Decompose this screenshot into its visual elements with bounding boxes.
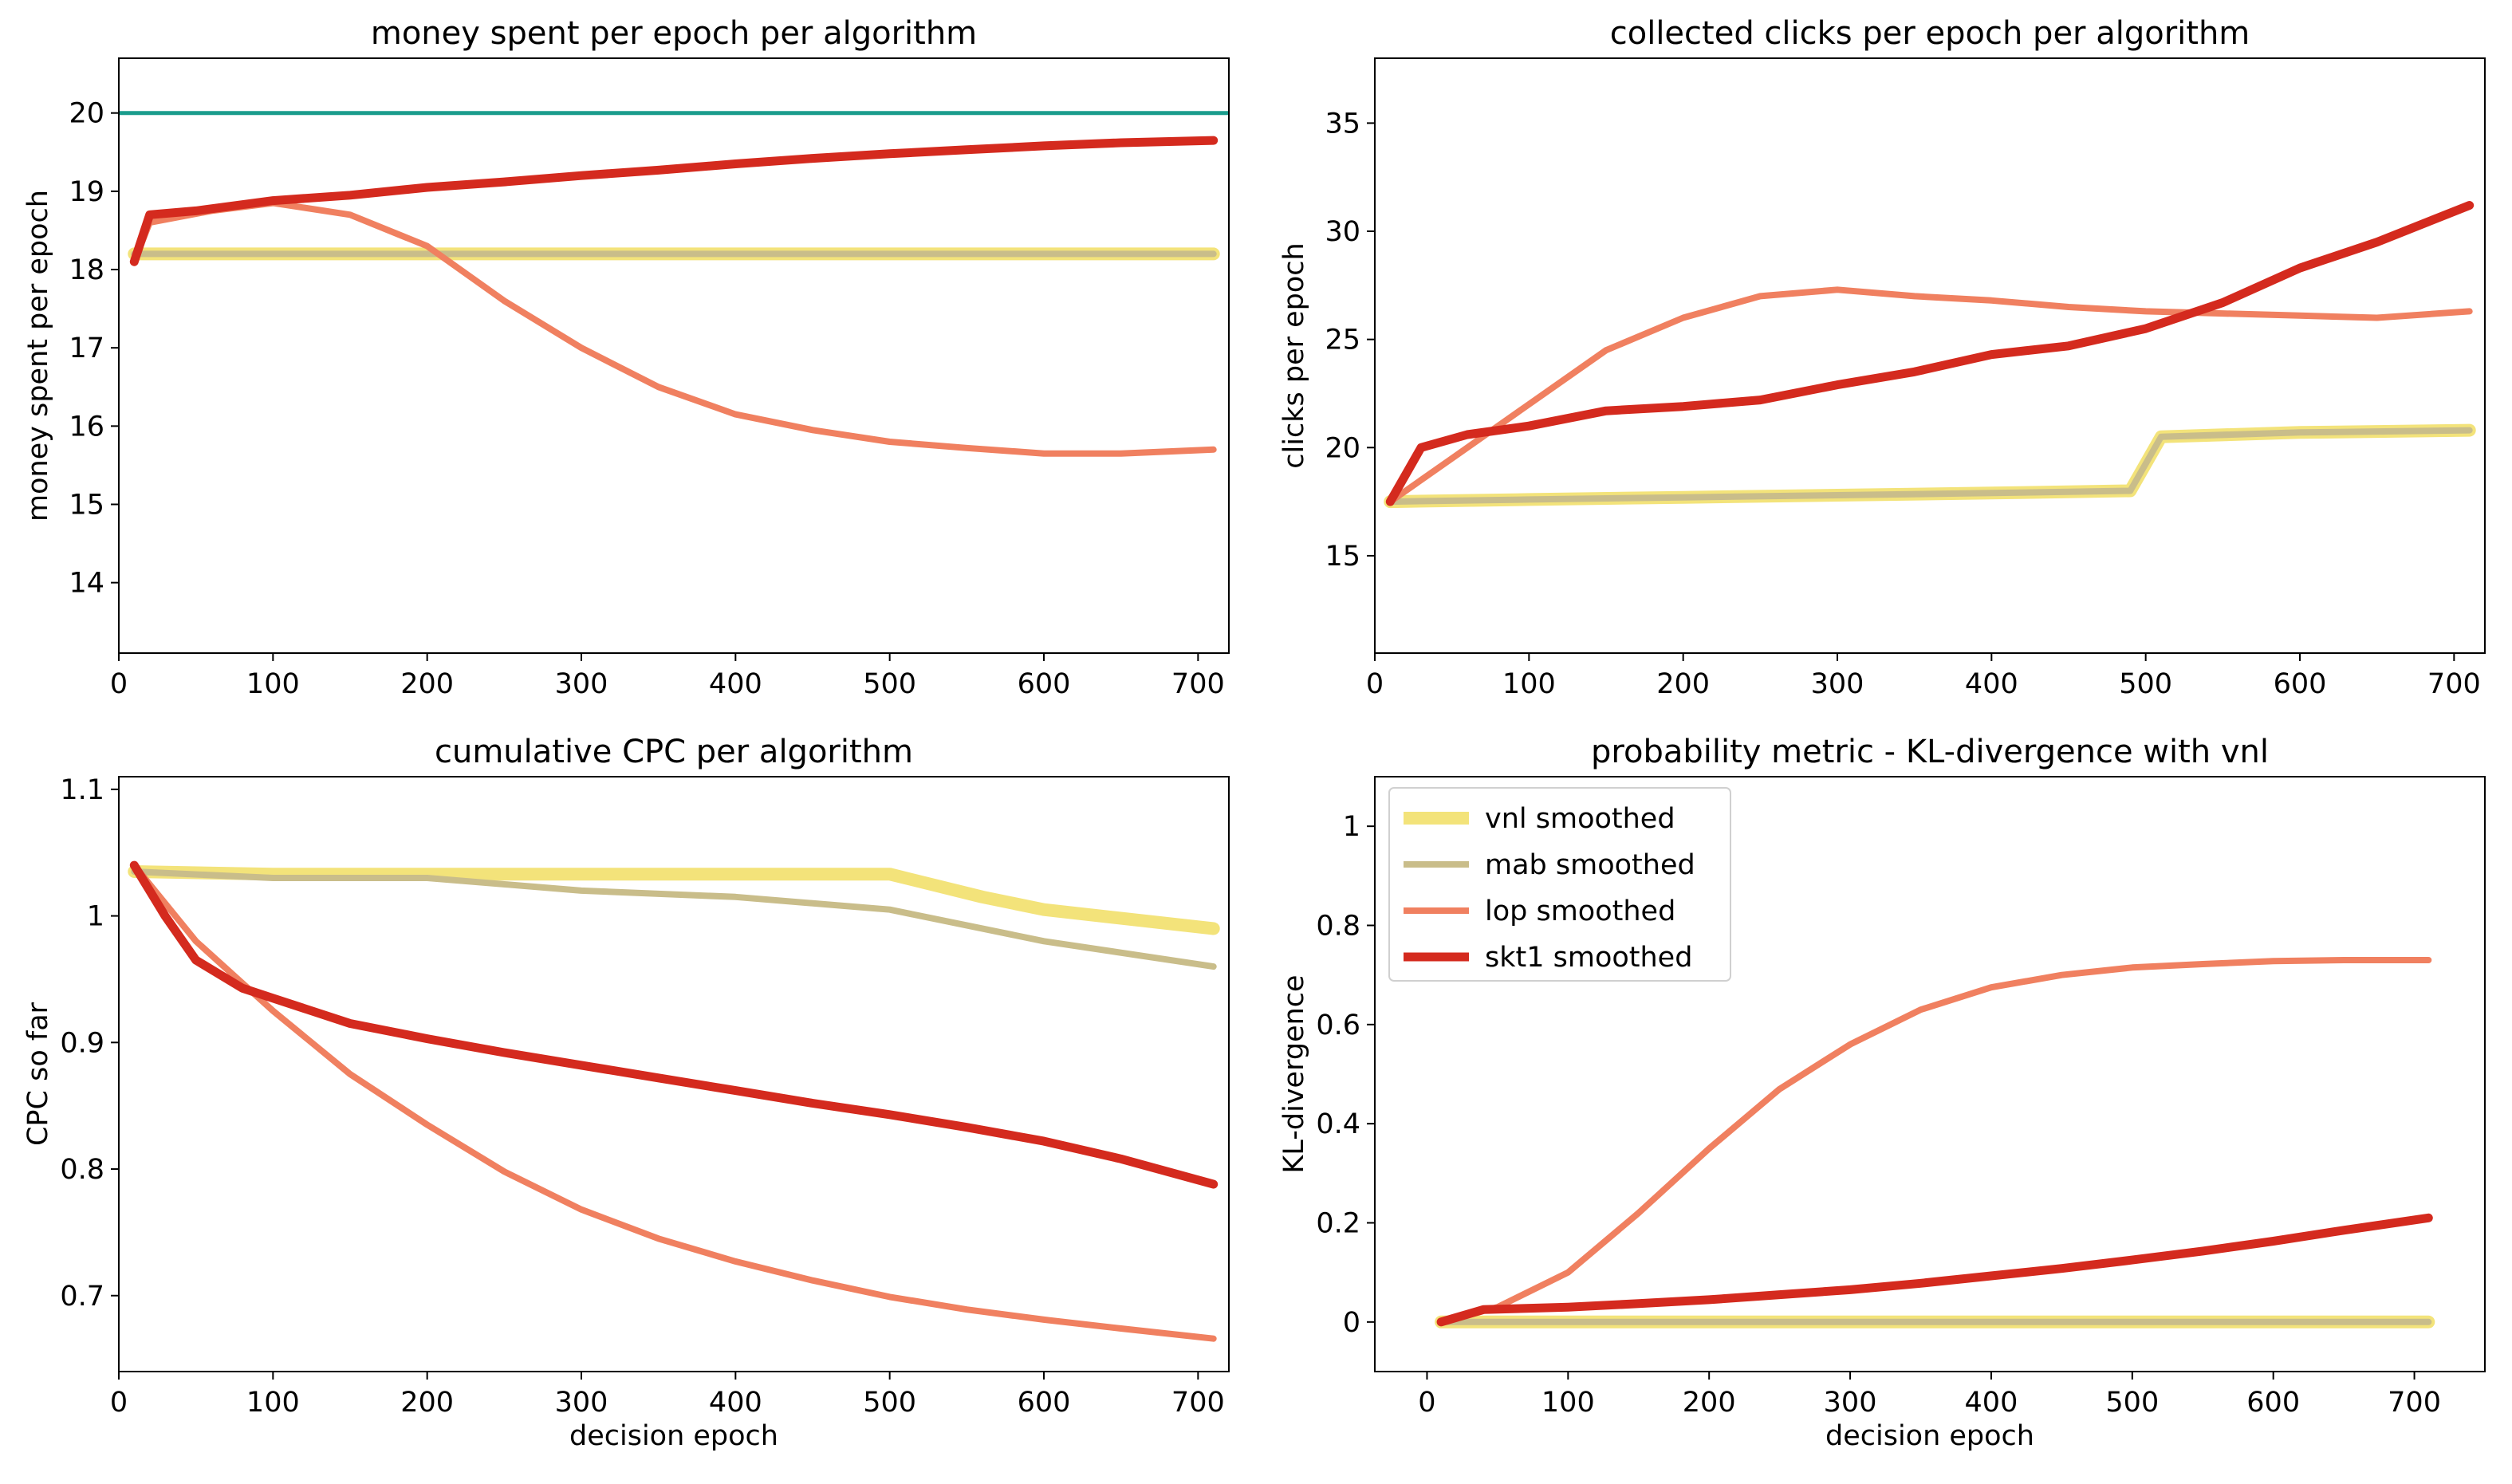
legend-label: lop smoothed [1485,896,1675,927]
y-tick-label: 15 [69,490,104,522]
y-tick-label: 0.8 [60,1154,104,1186]
x-tick-label: 0 [1366,668,1384,700]
x-tick-label: 0 [1418,1387,1435,1419]
x-tick-label: 300 [555,668,608,700]
x-tick-label: 700 [2388,1387,2441,1419]
series-line-vnl-smoothed [128,865,1220,935]
x-tick-label: 200 [400,1387,454,1419]
x-tick-label: 200 [1683,1387,1736,1419]
chart-panel-2: cumulative CPC per algorithm 0 100 200 300 40… [22,734,1230,1452]
x-tick-label: 500 [2119,668,2172,700]
x-tick-label: 400 [709,668,762,700]
y-tick-label: 1 [1343,811,1360,843]
x-tick-label: 700 [2427,668,2481,700]
x-tick-label: 300 [555,1387,608,1419]
series-line-lop-smoothed [1387,286,2473,506]
x-tick-label: 100 [246,1387,300,1419]
plot-frame [118,57,1230,654]
legend-label: mab smoothed [1485,849,1695,881]
x-tick-label: 300 [1824,1387,1877,1419]
legend-label: skt1 smoothed [1485,942,1692,974]
y-tick-label: 16 [69,411,104,443]
y-tick-label: 35 [1325,108,1360,140]
y-tick-label: 0.7 [60,1281,104,1313]
series-line-mab-smoothed [131,868,1217,970]
chart-title: money spent per epoch per algorithm [371,15,977,52]
plot-frame [118,776,1230,1372]
x-tick-label: 600 [1018,1387,1071,1419]
y-tick-label: 18 [69,254,104,286]
y-axis-label: clicks per epoch [1278,242,1310,468]
y-axis-label: KL-divergence [1278,974,1310,1173]
x-tick-label: 300 [1811,668,1864,700]
series-line-skt1-smoothed [129,860,1219,1189]
chart-panel-3: probability metric - KL-divergence with … [1278,734,2486,1452]
chart-panel-0: money spent per epoch per algorithm 0 100 2… [22,15,1230,700]
series-line-skt1-smoothed [129,136,1219,266]
legend-box [1388,787,1731,982]
x-tick-label: 400 [709,1387,762,1419]
x-axis-label: decision epoch [1825,1420,2034,1452]
x-tick-label: 200 [400,668,454,700]
x-tick-label: 0 [110,1387,128,1419]
x-tick-label: 100 [1502,668,1556,700]
plot-frame [1374,776,2486,1372]
legend: vnl smoothed mab smoothed lop smoothed skt1… [1388,787,1731,982]
chart-title: probability metric - KL-divergence with … [1591,734,2269,770]
x-tick-label: 100 [1541,1387,1595,1419]
x-tick-label: 0 [110,668,128,700]
x-tick-label: 600 [2246,1387,2300,1419]
series-line-skt1-smoothed [1385,201,2475,506]
series-line-mab-smoothed [1387,427,2473,506]
x-tick-label: 500 [2105,1387,2159,1419]
y-tick-label: 0.8 [1316,911,1360,943]
series-line-lop-smoothed [131,862,1217,1342]
x-tick-label: 200 [1656,668,1710,700]
legend-label: vnl smoothed [1485,803,1675,835]
x-tick-label: 500 [863,1387,916,1419]
y-tick-label: 25 [1325,325,1360,356]
y-axis-label: CPC so far [22,1002,54,1146]
y-tick-label: 0.6 [1316,1010,1360,1041]
y-tick-label: 0.2 [1316,1208,1360,1240]
y-tick-label: 17 [69,333,104,364]
y-tick-label: 20 [1325,432,1360,464]
x-tick-label: 700 [1171,1387,1225,1419]
series-line-lop-smoothed [131,199,1217,457]
y-tick-label: 1 [87,901,104,933]
y-tick-label: 0 [1343,1307,1360,1339]
x-tick-label: 400 [1965,668,2018,700]
x-tick-label: 600 [1018,668,1071,700]
y-tick-label: 14 [69,568,104,600]
series-line-skt1-smoothed [1436,1213,2433,1327]
y-tick-label: 30 [1325,216,1360,248]
x-tick-label: 100 [246,668,300,700]
y-tick-label: 0.9 [60,1027,104,1059]
chart-panel-1: collected clicks per epoch per algorithm… [1278,15,2486,700]
y-tick-label: 15 [1325,541,1360,573]
x-axis-label: decision epoch [569,1420,778,1452]
chart-title: cumulative CPC per algorithm [435,734,913,770]
y-tick-label: 19 [69,176,104,208]
series-line-lop-smoothed [1438,957,2432,1325]
y-tick-label: 1.1 [60,774,104,806]
y-tick-label: 0.4 [1316,1108,1360,1140]
y-tick-label: 20 [69,98,104,130]
y-axis-label: money spent per epoch [22,190,54,522]
x-tick-label: 400 [1965,1387,2018,1419]
plot-frame [1374,57,2486,654]
x-tick-label: 500 [863,668,916,700]
x-tick-label: 700 [1171,668,1225,700]
chart-title: collected clicks per epoch per algorithm [1610,15,2250,52]
x-tick-label: 600 [2274,668,2327,700]
